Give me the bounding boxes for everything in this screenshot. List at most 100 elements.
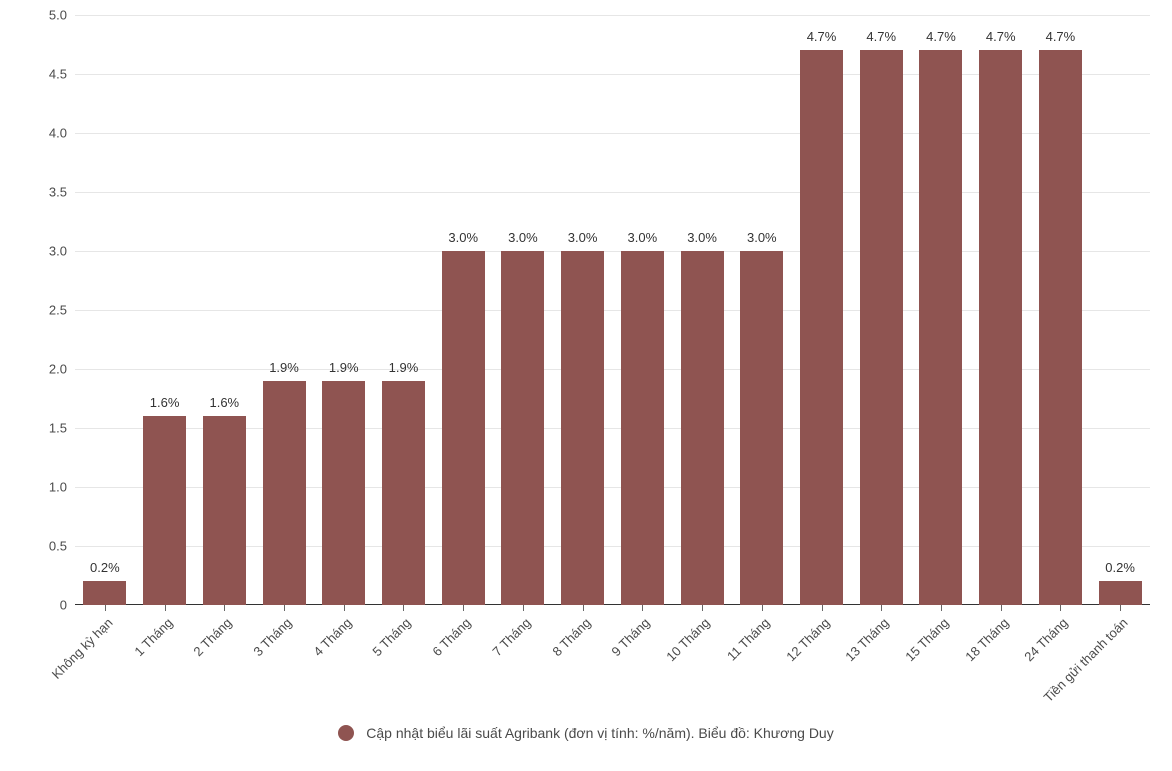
bar-value-label: 1.9% xyxy=(389,360,419,375)
x-tick-mark xyxy=(702,605,703,611)
x-tick-mark xyxy=(1001,605,1002,611)
x-tick: 5 Tháng xyxy=(403,605,404,613)
bar-value-label: 3.0% xyxy=(687,230,717,245)
x-tick: Tiền gửi thanh toán xyxy=(1120,605,1121,613)
x-tick-label: 8 Tháng xyxy=(549,615,593,659)
bar: 3.0% xyxy=(501,251,544,605)
x-tick-label: 18 Tháng xyxy=(962,615,1011,664)
x-tick-mark xyxy=(1060,605,1061,611)
y-tick-label: 5.0 xyxy=(49,8,67,23)
x-tick: 12 Tháng xyxy=(822,605,823,613)
bar-value-label: 1.6% xyxy=(150,395,180,410)
x-tick: Không kỳ hạn xyxy=(105,605,106,613)
x-tick: 15 Tháng xyxy=(941,605,942,613)
bar-rect xyxy=(740,251,783,605)
x-tick: 11 Tháng xyxy=(762,605,763,613)
bar-value-label: 1.6% xyxy=(209,395,239,410)
bar: 0.2% xyxy=(83,581,126,605)
bar-rect xyxy=(561,251,604,605)
bar-rect xyxy=(143,416,186,605)
bar-rect xyxy=(382,381,425,605)
x-tick: 7 Tháng xyxy=(523,605,524,613)
x-tick-mark xyxy=(822,605,823,611)
bar-rect xyxy=(203,416,246,605)
x-tick-label: 12 Tháng xyxy=(783,615,832,664)
x-tick-mark xyxy=(344,605,345,611)
bar: 4.7% xyxy=(1039,50,1082,605)
bar-value-label: 4.7% xyxy=(986,29,1016,44)
x-tick-mark xyxy=(642,605,643,611)
bar: 4.7% xyxy=(919,50,962,605)
bar-value-label: 1.9% xyxy=(329,360,359,375)
bar: 1.9% xyxy=(382,381,425,605)
x-tick-label: 5 Tháng xyxy=(370,615,414,659)
x-tick-label: 15 Tháng xyxy=(902,615,951,664)
x-tick-label: 13 Tháng xyxy=(843,615,892,664)
x-tick: 8 Tháng xyxy=(583,605,584,613)
x-tick-mark xyxy=(523,605,524,611)
bar-value-label: 0.2% xyxy=(1105,560,1135,575)
bar: 3.0% xyxy=(561,251,604,605)
x-tick-mark xyxy=(881,605,882,611)
grid-line xyxy=(75,15,1150,16)
bar-rect xyxy=(1039,50,1082,605)
bar-value-label: 1.9% xyxy=(269,360,299,375)
bar-rect xyxy=(263,381,306,605)
bar-value-label: 4.7% xyxy=(866,29,896,44)
bar-rect xyxy=(979,50,1022,605)
bar: 3.0% xyxy=(740,251,783,605)
y-tick-label: 1.5 xyxy=(49,421,67,436)
bar: 4.7% xyxy=(979,50,1022,605)
bar-value-label: 4.7% xyxy=(1046,29,1076,44)
x-tick-label: 9 Tháng xyxy=(609,615,653,659)
bar-rect xyxy=(501,251,544,605)
x-tick: 24 Tháng xyxy=(1060,605,1061,613)
x-tick-mark xyxy=(165,605,166,611)
bar: 3.0% xyxy=(621,251,664,605)
x-tick-mark xyxy=(463,605,464,611)
x-tick-label: 6 Tháng xyxy=(430,615,474,659)
y-tick-label: 2.5 xyxy=(49,303,67,318)
y-tick-label: 3.5 xyxy=(49,185,67,200)
y-tick-label: 0 xyxy=(60,598,67,613)
x-tick-mark xyxy=(762,605,763,611)
x-tick: 18 Tháng xyxy=(1001,605,1002,613)
bar-rect xyxy=(442,251,485,605)
x-tick: 4 Tháng xyxy=(344,605,345,613)
y-tick-label: 3.0 xyxy=(49,244,67,259)
bar-rect xyxy=(1099,581,1142,605)
x-tick: 6 Tháng xyxy=(463,605,464,613)
y-tick-label: 1.0 xyxy=(49,480,67,495)
bar-value-label: 4.7% xyxy=(807,29,837,44)
y-tick-label: 0.5 xyxy=(49,539,67,554)
y-tick-label: 4.0 xyxy=(49,126,67,141)
bar-value-label: 3.0% xyxy=(747,230,777,245)
x-tick: 2 Tháng xyxy=(224,605,225,613)
x-tick-mark xyxy=(403,605,404,611)
bar-rect xyxy=(621,251,664,605)
legend-marker xyxy=(338,725,354,741)
bar: 1.6% xyxy=(143,416,186,605)
x-tick: 9 Tháng xyxy=(642,605,643,613)
x-tick-label: Không kỳ hạn xyxy=(49,615,116,682)
interest-rate-chart: 00.51.01.52.02.53.03.54.04.55.00.2%Không… xyxy=(75,15,1150,605)
x-tick: 3 Tháng xyxy=(284,605,285,613)
y-tick-label: 2.0 xyxy=(49,362,67,377)
bar: 3.0% xyxy=(442,251,485,605)
x-tick-mark xyxy=(284,605,285,611)
bar-value-label: 0.2% xyxy=(90,560,120,575)
x-tick-mark xyxy=(583,605,584,611)
x-tick-label: 3 Tháng xyxy=(250,615,294,659)
bar: 1.6% xyxy=(203,416,246,605)
x-tick-label: 4 Tháng xyxy=(310,615,354,659)
x-tick-mark xyxy=(941,605,942,611)
bar-rect xyxy=(322,381,365,605)
bar: 4.7% xyxy=(800,50,843,605)
bar: 1.9% xyxy=(263,381,306,605)
x-tick-mark xyxy=(105,605,106,611)
x-tick-mark xyxy=(1120,605,1121,611)
bar-value-label: 3.0% xyxy=(568,230,598,245)
bar-rect xyxy=(83,581,126,605)
bar-rect xyxy=(681,251,724,605)
bar: 4.7% xyxy=(860,50,903,605)
